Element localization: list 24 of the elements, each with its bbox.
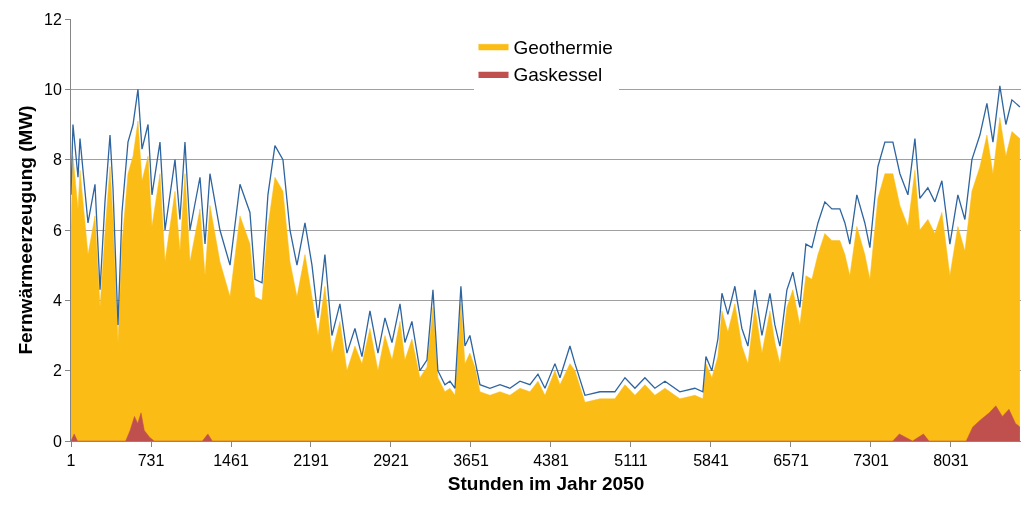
y-tick-label: 0	[52, 432, 62, 450]
x-tick-label: 5841	[693, 452, 729, 470]
y-tick-label: 6	[52, 221, 62, 239]
x-tick-label: 731	[137, 452, 165, 470]
x-tick-label: 2191	[293, 452, 329, 470]
x-tick-label: 8031	[933, 452, 969, 470]
x-tick-label: 6571	[773, 452, 809, 470]
x-tick-label: 1	[66, 452, 76, 470]
line-series	[71, 85, 1021, 396]
y-tick-label: 10	[44, 80, 62, 98]
x-tick-label: 3651	[453, 452, 489, 470]
x-tick-label: 1461	[213, 452, 249, 470]
legend-label: Gaskessel	[513, 64, 603, 86]
y-tick-label: 4	[52, 291, 62, 309]
x-axis-title: Stunden im Jahr 2050	[447, 473, 645, 494]
y-tick-label: 12	[44, 10, 62, 28]
x-tick-label: 2921	[373, 452, 409, 470]
y-axis-title: Fernwärmeerzeugung (MW)	[14, 105, 36, 355]
y-tick-label: 2	[52, 362, 62, 380]
x-tick-label: 7301	[853, 452, 889, 470]
y-tick-label: 8	[52, 151, 62, 169]
legend-label: Geothermie	[513, 36, 613, 58]
x-tick-label: 4381	[533, 452, 569, 470]
x-tick-label: 5111	[614, 452, 648, 470]
